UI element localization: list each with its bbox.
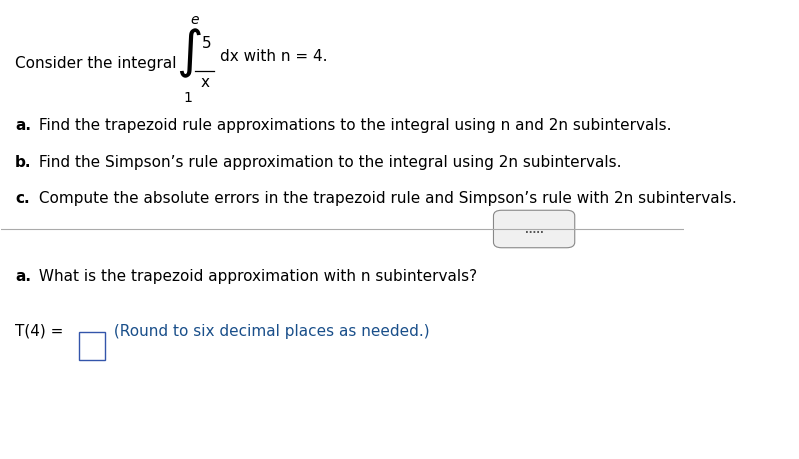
- Text: a.: a.: [15, 118, 31, 133]
- Text: Compute the absolute errors in the trapezoid rule and Simpson’s rule with 2n sub: Compute the absolute errors in the trape…: [34, 191, 737, 206]
- Text: dx with n = 4.: dx with n = 4.: [220, 49, 328, 64]
- Text: $\int$: $\int$: [176, 27, 201, 80]
- Text: Find the Simpson’s rule approximation to the integral using 2n subintervals.: Find the Simpson’s rule approximation to…: [34, 154, 622, 169]
- Text: 5: 5: [201, 36, 211, 50]
- Text: T(4) =: T(4) =: [15, 323, 68, 338]
- Text: Find the trapezoid rule approximations to the integral using n and 2n subinterva: Find the trapezoid rule approximations t…: [34, 118, 672, 133]
- Text: (Round to six decimal places as needed.): (Round to six decimal places as needed.): [109, 323, 430, 338]
- Text: e: e: [191, 13, 199, 27]
- Text: Consider the integral: Consider the integral: [15, 56, 177, 71]
- Text: 1: 1: [184, 90, 193, 104]
- Text: c.: c.: [15, 191, 30, 206]
- Text: b.: b.: [15, 154, 31, 169]
- Text: What is the trapezoid approximation with n subintervals?: What is the trapezoid approximation with…: [34, 268, 477, 283]
- Text: .....: .....: [525, 224, 543, 235]
- Text: a.: a.: [15, 268, 31, 283]
- FancyBboxPatch shape: [78, 332, 105, 360]
- Text: x: x: [200, 74, 209, 90]
- FancyBboxPatch shape: [494, 211, 574, 248]
